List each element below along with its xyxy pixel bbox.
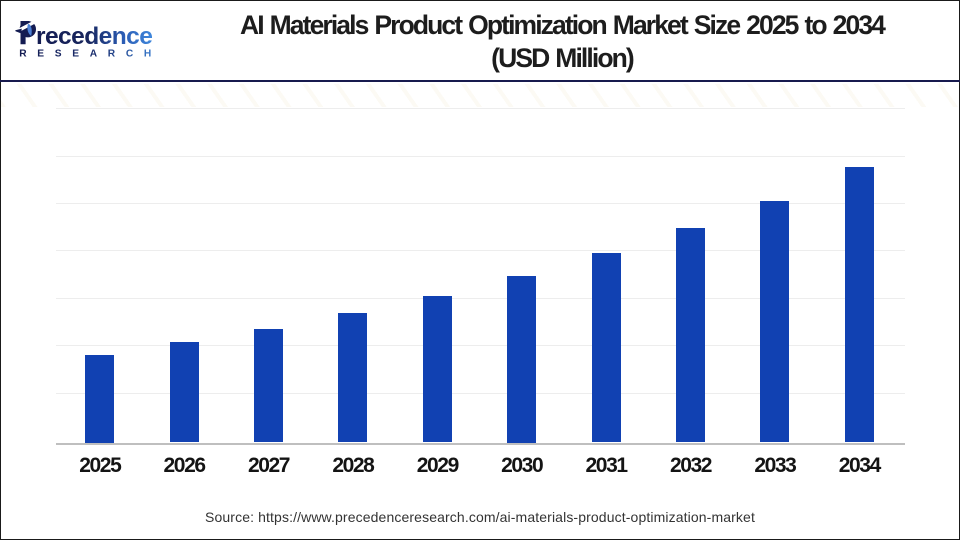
- svg-text:RESEARCH: RESEARCH: [19, 49, 162, 60]
- svg-text:recedence: recedence: [36, 23, 152, 50]
